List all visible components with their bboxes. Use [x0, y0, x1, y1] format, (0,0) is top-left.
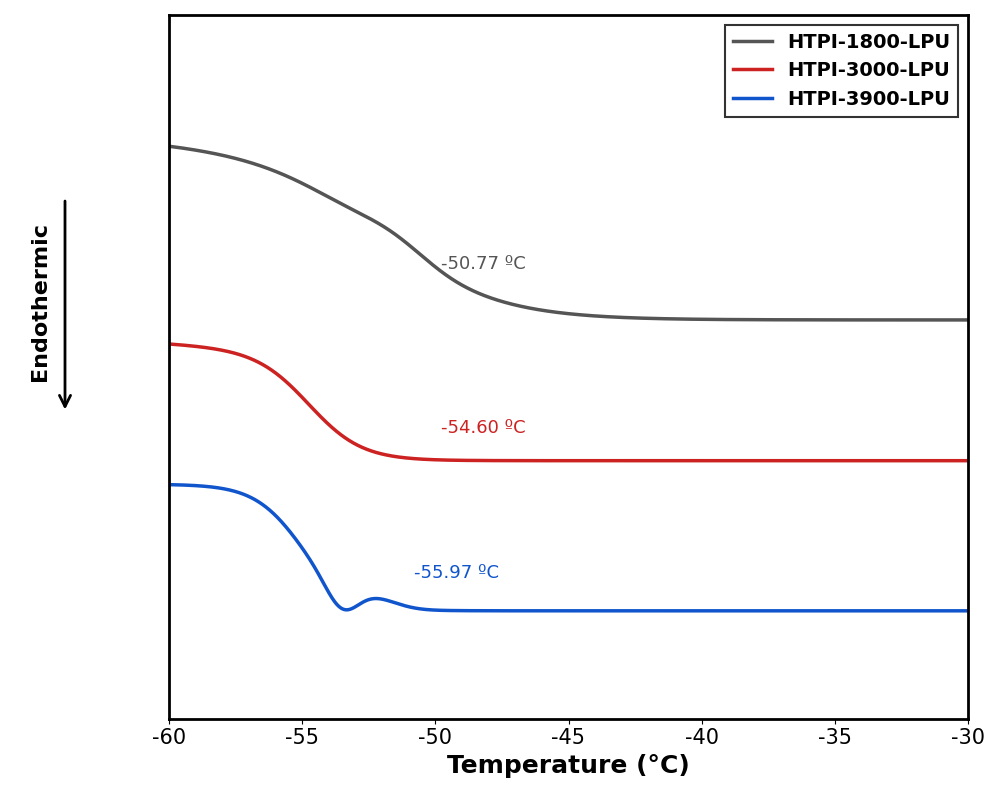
- HTPI-1800-LPU: [946, 315, 958, 324]
- HTPI-1800-LPU: [469, 287, 481, 297]
- HTPI-1800-LPU: [962, 315, 974, 324]
- HTPI-3000-LPU: [504, 456, 516, 465]
- Text: Endothermic: Endothermic: [30, 222, 50, 381]
- HTPI-3000-LPU: [163, 339, 175, 349]
- HTPI-3000-LPU: [254, 358, 266, 368]
- HTPI-3000-LPU: [962, 456, 974, 465]
- Text: -54.60 ºC: -54.60 ºC: [441, 419, 525, 437]
- Legend: HTPI-1800-LPU, HTPI-3000-LPU, HTPI-3900-LPU: HTPI-1800-LPU, HTPI-3000-LPU, HTPI-3900-…: [725, 25, 958, 117]
- HTPI-3000-LPU: [469, 456, 481, 465]
- HTPI-3900-LPU: [962, 606, 974, 615]
- Line: HTPI-3900-LPU: HTPI-3900-LPU: [169, 485, 968, 611]
- HTPI-1800-LPU: [302, 182, 314, 191]
- HTPI-3900-LPU: [469, 606, 481, 615]
- HTPI-3900-LPU: [163, 480, 175, 489]
- HTPI-3900-LPU: [254, 498, 266, 508]
- HTPI-3900-LPU: [946, 606, 958, 615]
- Line: HTPI-3000-LPU: HTPI-3000-LPU: [169, 344, 968, 461]
- HTPI-3900-LPU: [860, 606, 872, 615]
- Text: -55.97 ºC: -55.97 ºC: [414, 565, 499, 582]
- HTPI-1800-LPU: [254, 161, 266, 170]
- HTPI-3000-LPU: [860, 456, 872, 465]
- HTPI-3900-LPU: [504, 606, 516, 615]
- Line: HTPI-1800-LPU: HTPI-1800-LPU: [169, 146, 968, 320]
- X-axis label: Temperature (°C): Temperature (°C): [447, 754, 690, 778]
- HTPI-3000-LPU: [946, 456, 958, 465]
- HTPI-3000-LPU: [302, 398, 314, 408]
- Text: -50.77 ºC: -50.77 ºC: [441, 255, 525, 273]
- HTPI-3900-LPU: [302, 551, 314, 561]
- HTPI-1800-LPU: [860, 315, 872, 324]
- HTPI-1800-LPU: [163, 141, 175, 151]
- HTPI-1800-LPU: [504, 299, 516, 308]
